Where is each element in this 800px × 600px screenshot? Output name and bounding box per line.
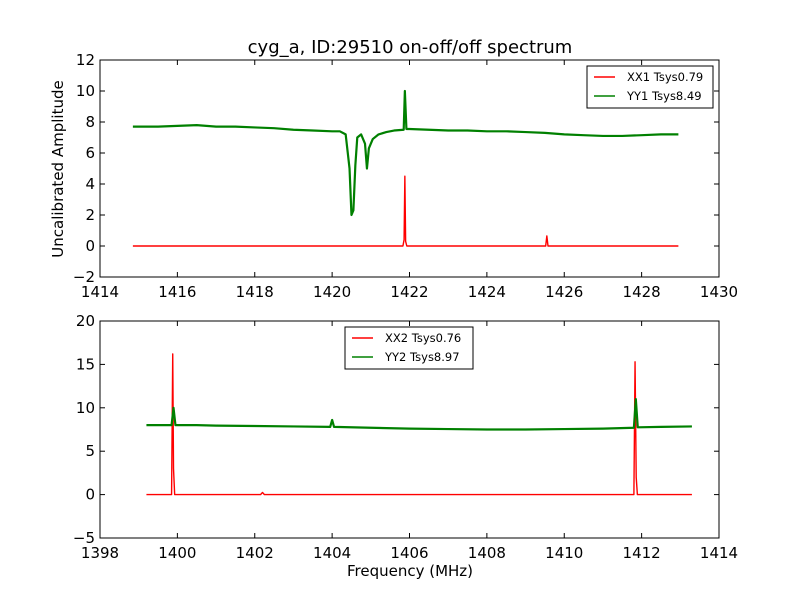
top-legend-label: YY1 Tsys8.49 <box>626 89 702 103</box>
top-y-tick-label: 10 <box>76 82 95 100</box>
top-y-tick-label: 6 <box>85 144 95 162</box>
top-y-tick-label: 12 <box>76 51 95 69</box>
bottom-y-tick-label: 5 <box>85 442 95 460</box>
top-y-tick-label: 0 <box>85 237 95 255</box>
top-plot: 1414 1416 1418 1420 1422 1424 1426 1428 1430 −2 0 2… <box>73 51 738 301</box>
top-x-tick-label: 1424 <box>468 283 506 301</box>
bottom-y-tick-label: 10 <box>76 399 95 417</box>
bottom-x-tick-label: 1402 <box>236 544 274 562</box>
bottom-x-tick-label: 1398 <box>81 544 119 562</box>
bottom-y-tick-label: 20 <box>76 312 95 330</box>
top-y-tick-label: 2 <box>85 206 95 224</box>
top-series-line-1 <box>132 175 679 247</box>
bottom-legend-box <box>344 326 474 370</box>
x-axis-label: Frequency (MHz) <box>347 562 473 580</box>
bottom-y-tick-label: −5 <box>73 529 95 547</box>
bottom-x-tick-label: 1406 <box>390 544 428 562</box>
bottom-x-tick-label: 1410 <box>545 544 583 562</box>
bottom-series-line-1 <box>146 353 692 496</box>
top-x-tick-label: 1418 <box>236 283 274 301</box>
bottom-legend: XX2 Tsys0.76 YY2 Tsys8.97 <box>344 326 474 370</box>
chart-title: cyg_a, ID:29510 on-off/off spectrum <box>248 37 573 58</box>
top-y-tick-label: −2 <box>73 268 95 286</box>
top-x-tick-label: 1416 <box>158 283 196 301</box>
bottom-y-tick-label: 0 <box>85 486 95 504</box>
bottom-y-tick-label: 15 <box>76 355 95 373</box>
top-legend: XX1 Tsys0.79 YY1 Tsys8.49 <box>586 65 714 109</box>
bottom-series-line-2 <box>146 398 692 431</box>
top-x-tick-label: 1426 <box>545 283 583 301</box>
bottom-plot: 1398 1400 1402 1404 1406 1408 1410 1412 1414 −5 0 5… <box>73 312 738 562</box>
top-x-tick-label: 1420 <box>313 283 351 301</box>
top-legend-label: XX1 Tsys0.79 <box>627 70 703 84</box>
bottom-x-tick-label: 1404 <box>313 544 351 562</box>
y-axis-label: Uncalibrated Amplitude <box>49 80 67 257</box>
bottom-legend-label: YY2 Tsys8.97 <box>384 350 460 364</box>
top-legend-box <box>586 65 714 109</box>
top-y-tick-label: 4 <box>85 175 95 193</box>
top-x-tick-label: 1428 <box>623 283 661 301</box>
bottom-x-tick-label: 1408 <box>468 544 506 562</box>
top-x-tick-label: 1430 <box>700 283 738 301</box>
top-x-tick-label: 1414 <box>81 283 119 301</box>
bottom-legend-label: XX2 Tsys0.76 <box>385 331 461 345</box>
top-series-line-2 <box>132 89 679 217</box>
bottom-x-tick-label: 1412 <box>623 544 661 562</box>
bottom-x-tick-label: 1414 <box>700 544 738 562</box>
top-y-tick-label: 8 <box>85 113 95 131</box>
bottom-x-tick-label: 1400 <box>158 544 196 562</box>
top-x-tick-label: 1422 <box>390 283 428 301</box>
